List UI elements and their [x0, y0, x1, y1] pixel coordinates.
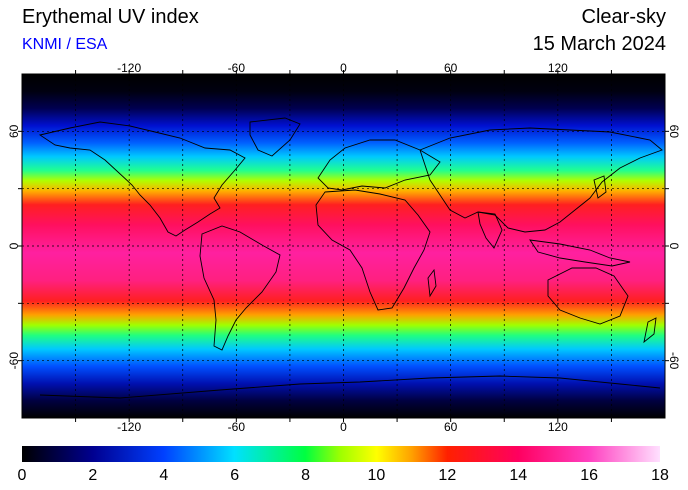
colorbar-label: 8 [301, 467, 310, 484]
sky-condition: Clear-sky [581, 6, 666, 28]
lon-label-top: 60 [444, 61, 458, 75]
colorbar-label: 12 [438, 467, 456, 484]
colorbar-label: 4 [159, 467, 168, 484]
colorbar-label: 14 [509, 467, 527, 484]
lat-label-left: 60 [7, 124, 21, 138]
axis-tick-marks [18, 70, 669, 422]
colorbar-label: 16 [580, 467, 598, 484]
coastline-africa [315, 189, 431, 311]
map-panel [18, 70, 669, 422]
colorbar-label: 18 [651, 467, 669, 484]
lon-label-top: 0 [340, 61, 347, 75]
latitude-labels-right: 60 0 -60 [667, 125, 681, 370]
coastline-australia [547, 267, 629, 325]
lon-label-bottom: -60 [228, 420, 246, 434]
coastline-madagascar [427, 268, 437, 298]
data-source: KNMI / ESA [22, 36, 108, 53]
lon-label-bottom: -120 [117, 420, 141, 434]
lon-label-top: 120 [548, 61, 568, 75]
coastline-antarctica [39, 375, 661, 399]
graticule [22, 74, 665, 418]
colorbar-label: 2 [88, 467, 97, 484]
lat-label-right: 0 [667, 243, 681, 250]
coastline-india [477, 211, 503, 249]
map-frame [21, 73, 666, 419]
colorbar-labels: 0 2 4 6 8 10 12 14 16 18 [18, 467, 669, 484]
colorbar-gradient [22, 446, 660, 462]
colorbar-label: 0 [18, 467, 27, 484]
lon-label-bottom: 0 [340, 420, 347, 434]
coastline-new-zealand [643, 317, 657, 344]
lat-label-right: -60 [667, 352, 681, 370]
colorbar-label: 10 [368, 467, 386, 484]
coastlines [38, 117, 663, 399]
lon-label-top: -120 [117, 61, 141, 75]
coastline-north-america [38, 121, 246, 237]
coastline-indonesia [529, 239, 631, 267]
coastline-japan [593, 175, 607, 199]
map-date: 15 March 2024 [532, 33, 666, 55]
lon-label-top: -60 [228, 61, 246, 75]
colorbar-label: 6 [230, 467, 239, 484]
coastline-asia [419, 127, 663, 233]
lat-label-left: -60 [7, 352, 21, 370]
latitude-labels-left: 60 0 -60 [7, 124, 21, 369]
lat-label-right: 60 [667, 125, 681, 139]
colorbar: 0 2 4 6 8 10 12 14 16 18 [18, 446, 669, 484]
longitude-labels-bottom: -120 -60 0 60 120 [117, 420, 568, 434]
coastline-greenland [249, 117, 301, 157]
lon-label-bottom: 120 [548, 420, 568, 434]
longitude-labels-top: -120 -60 0 60 120 [117, 61, 568, 75]
lon-label-bottom: 60 [444, 420, 458, 434]
coastline-europe [317, 139, 441, 191]
map-title: Erythemal UV index [22, 6, 199, 28]
lat-label-left: 0 [7, 242, 21, 249]
